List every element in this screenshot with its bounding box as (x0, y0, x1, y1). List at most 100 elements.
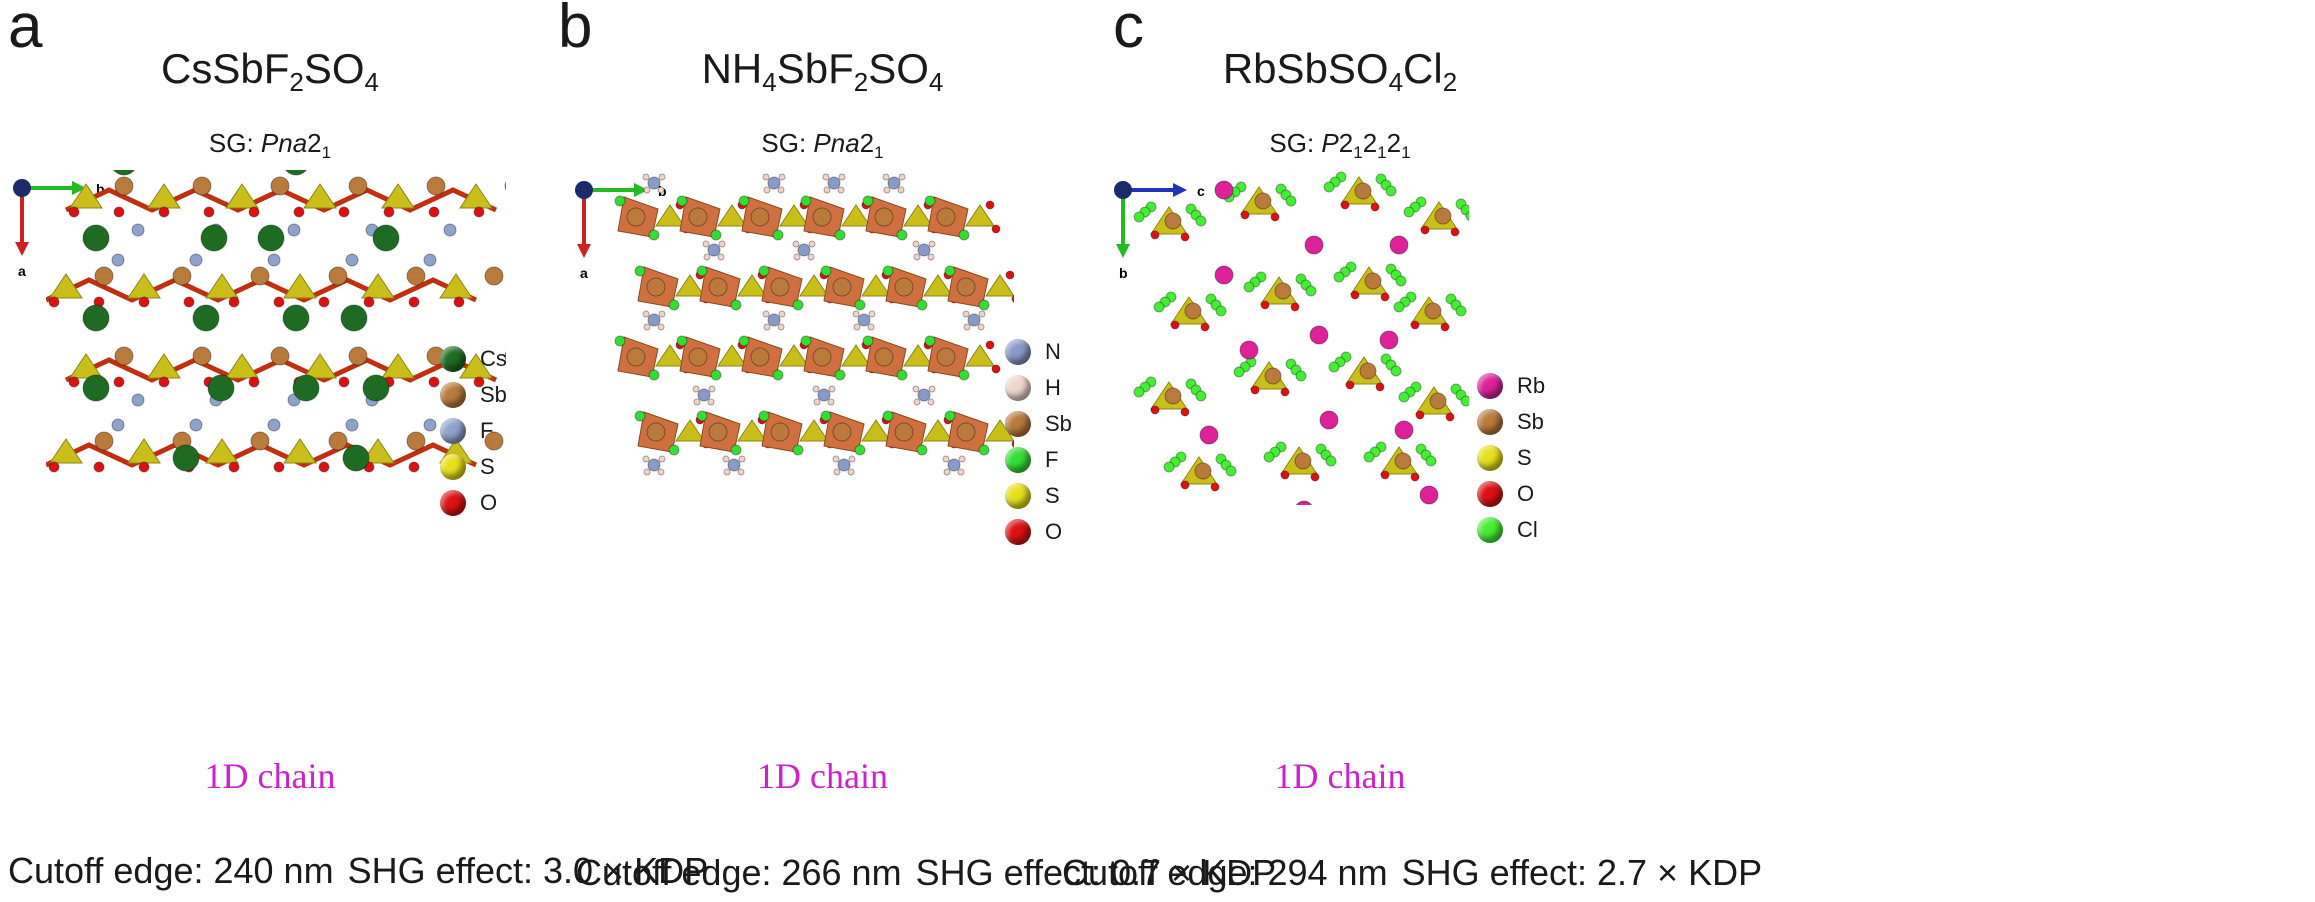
atom (812, 207, 832, 227)
legend-item: O (1477, 478, 1545, 510)
svg-text:b: b (96, 181, 105, 197)
atom (927, 253, 935, 261)
atom (647, 458, 661, 472)
atom (848, 455, 856, 463)
atom-swatch (1477, 445, 1503, 471)
atom (248, 376, 260, 388)
atom (504, 180, 506, 192)
atom (693, 398, 701, 406)
atom (1460, 204, 1469, 216)
atom-swatch (1005, 375, 1031, 401)
legend-item: F (440, 415, 507, 447)
polyhedron (127, 273, 161, 299)
atom (942, 455, 950, 463)
atom-swatch (440, 382, 466, 408)
atom (1210, 482, 1220, 492)
atom (1389, 235, 1409, 255)
atom (1254, 192, 1272, 210)
atom (658, 455, 666, 463)
atom (762, 173, 770, 181)
legend-item: Cl (1477, 514, 1545, 546)
atom (1280, 470, 1290, 480)
atom (192, 176, 212, 196)
legend-label: Sb (480, 382, 507, 407)
crystal-structure (614, 173, 1014, 476)
polyhedron (779, 204, 809, 227)
legend-label: S (1517, 445, 1532, 470)
atom (1359, 362, 1377, 380)
atom (1410, 472, 1420, 482)
legend-label: F (1045, 447, 1059, 472)
compound-formula: NH4SbF2SO4 (701, 45, 944, 97)
atom (68, 376, 80, 388)
atom (762, 310, 770, 318)
atom (688, 207, 708, 227)
legend-label: O (1045, 519, 1063, 544)
legend-item: S (1005, 480, 1072, 512)
atom (328, 266, 348, 286)
atom (854, 299, 866, 311)
atom (1340, 200, 1350, 210)
atom (1395, 275, 1407, 287)
atom (823, 186, 831, 194)
atom (763, 186, 771, 194)
atom (862, 195, 874, 207)
atom (647, 313, 661, 327)
legend-label: Sb (1045, 411, 1072, 436)
atom-swatch (440, 454, 466, 480)
atom (792, 444, 804, 456)
atom (1240, 210, 1250, 220)
atom (93, 461, 105, 473)
atom (192, 346, 212, 366)
shg-effect: SHG effect: 3.0 × KDP (347, 850, 709, 891)
polyhedron (675, 274, 705, 297)
atom (991, 364, 1001, 374)
atom (189, 418, 203, 432)
polyhedron (965, 344, 995, 367)
atom (777, 186, 785, 194)
atom (723, 468, 731, 476)
atom (832, 455, 840, 463)
polyhedron (903, 344, 933, 367)
atom (648, 229, 660, 241)
atom (428, 376, 440, 388)
atom (328, 431, 348, 451)
atom (282, 304, 310, 332)
atom (111, 418, 125, 432)
atom (820, 410, 832, 422)
atom (887, 176, 901, 190)
panel-letter: b (558, 0, 593, 61)
atom (710, 229, 722, 241)
atom (1184, 302, 1202, 320)
legend-item: S (1477, 442, 1545, 474)
axis-indicator: ba (13, 179, 105, 279)
atom (113, 170, 135, 176)
atom (131, 223, 145, 237)
atom (763, 323, 771, 331)
atom (614, 195, 626, 207)
legend-item: Rb (1477, 370, 1545, 402)
atom-swatch (1005, 447, 1031, 473)
atom (1180, 407, 1190, 417)
polyhedron (923, 274, 953, 297)
space-group: SG: Pna21 (208, 128, 332, 162)
atom (426, 176, 446, 196)
atom (883, 186, 891, 194)
atom (1153, 301, 1165, 313)
footnote-a: Cutoff edge: 240 nm SHG effect: 3.0 × KDP (8, 850, 722, 892)
atom (770, 422, 790, 442)
atom (772, 229, 784, 241)
polyhedron (225, 353, 259, 379)
atom (977, 323, 985, 331)
atom (838, 173, 846, 181)
atom (189, 253, 203, 267)
atom (1290, 302, 1300, 312)
polyhedron (147, 353, 181, 379)
atom (114, 176, 134, 196)
atom (82, 374, 110, 402)
atom (1150, 230, 1160, 240)
atom (1445, 412, 1455, 422)
atom (342, 444, 370, 472)
legend-label: S (480, 454, 495, 479)
